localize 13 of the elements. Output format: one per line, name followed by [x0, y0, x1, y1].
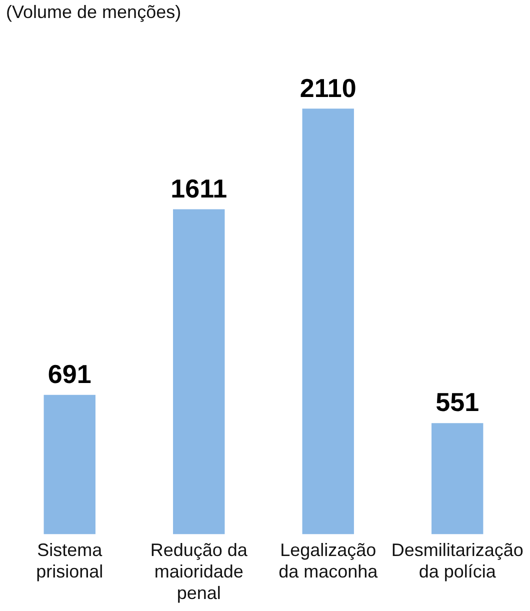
bar [432, 423, 484, 534]
bar [44, 394, 96, 534]
x-tick-label: Redução da maioridade penal [150, 540, 248, 604]
bar [173, 209, 225, 534]
data-label: 551 [436, 387, 480, 418]
x-tick-label: Sistema prisional [36, 540, 104, 582]
bar [302, 108, 354, 534]
data-label: 2110 [300, 72, 356, 103]
data-label: 691 [48, 359, 92, 390]
chart-subtitle: (Volume de menções) [6, 2, 182, 23]
x-tick-label: Legalização da maconha [278, 540, 379, 582]
data-label: 1611 [170, 173, 228, 204]
x-tick-label: Desmilitarização da polícia [391, 540, 524, 582]
